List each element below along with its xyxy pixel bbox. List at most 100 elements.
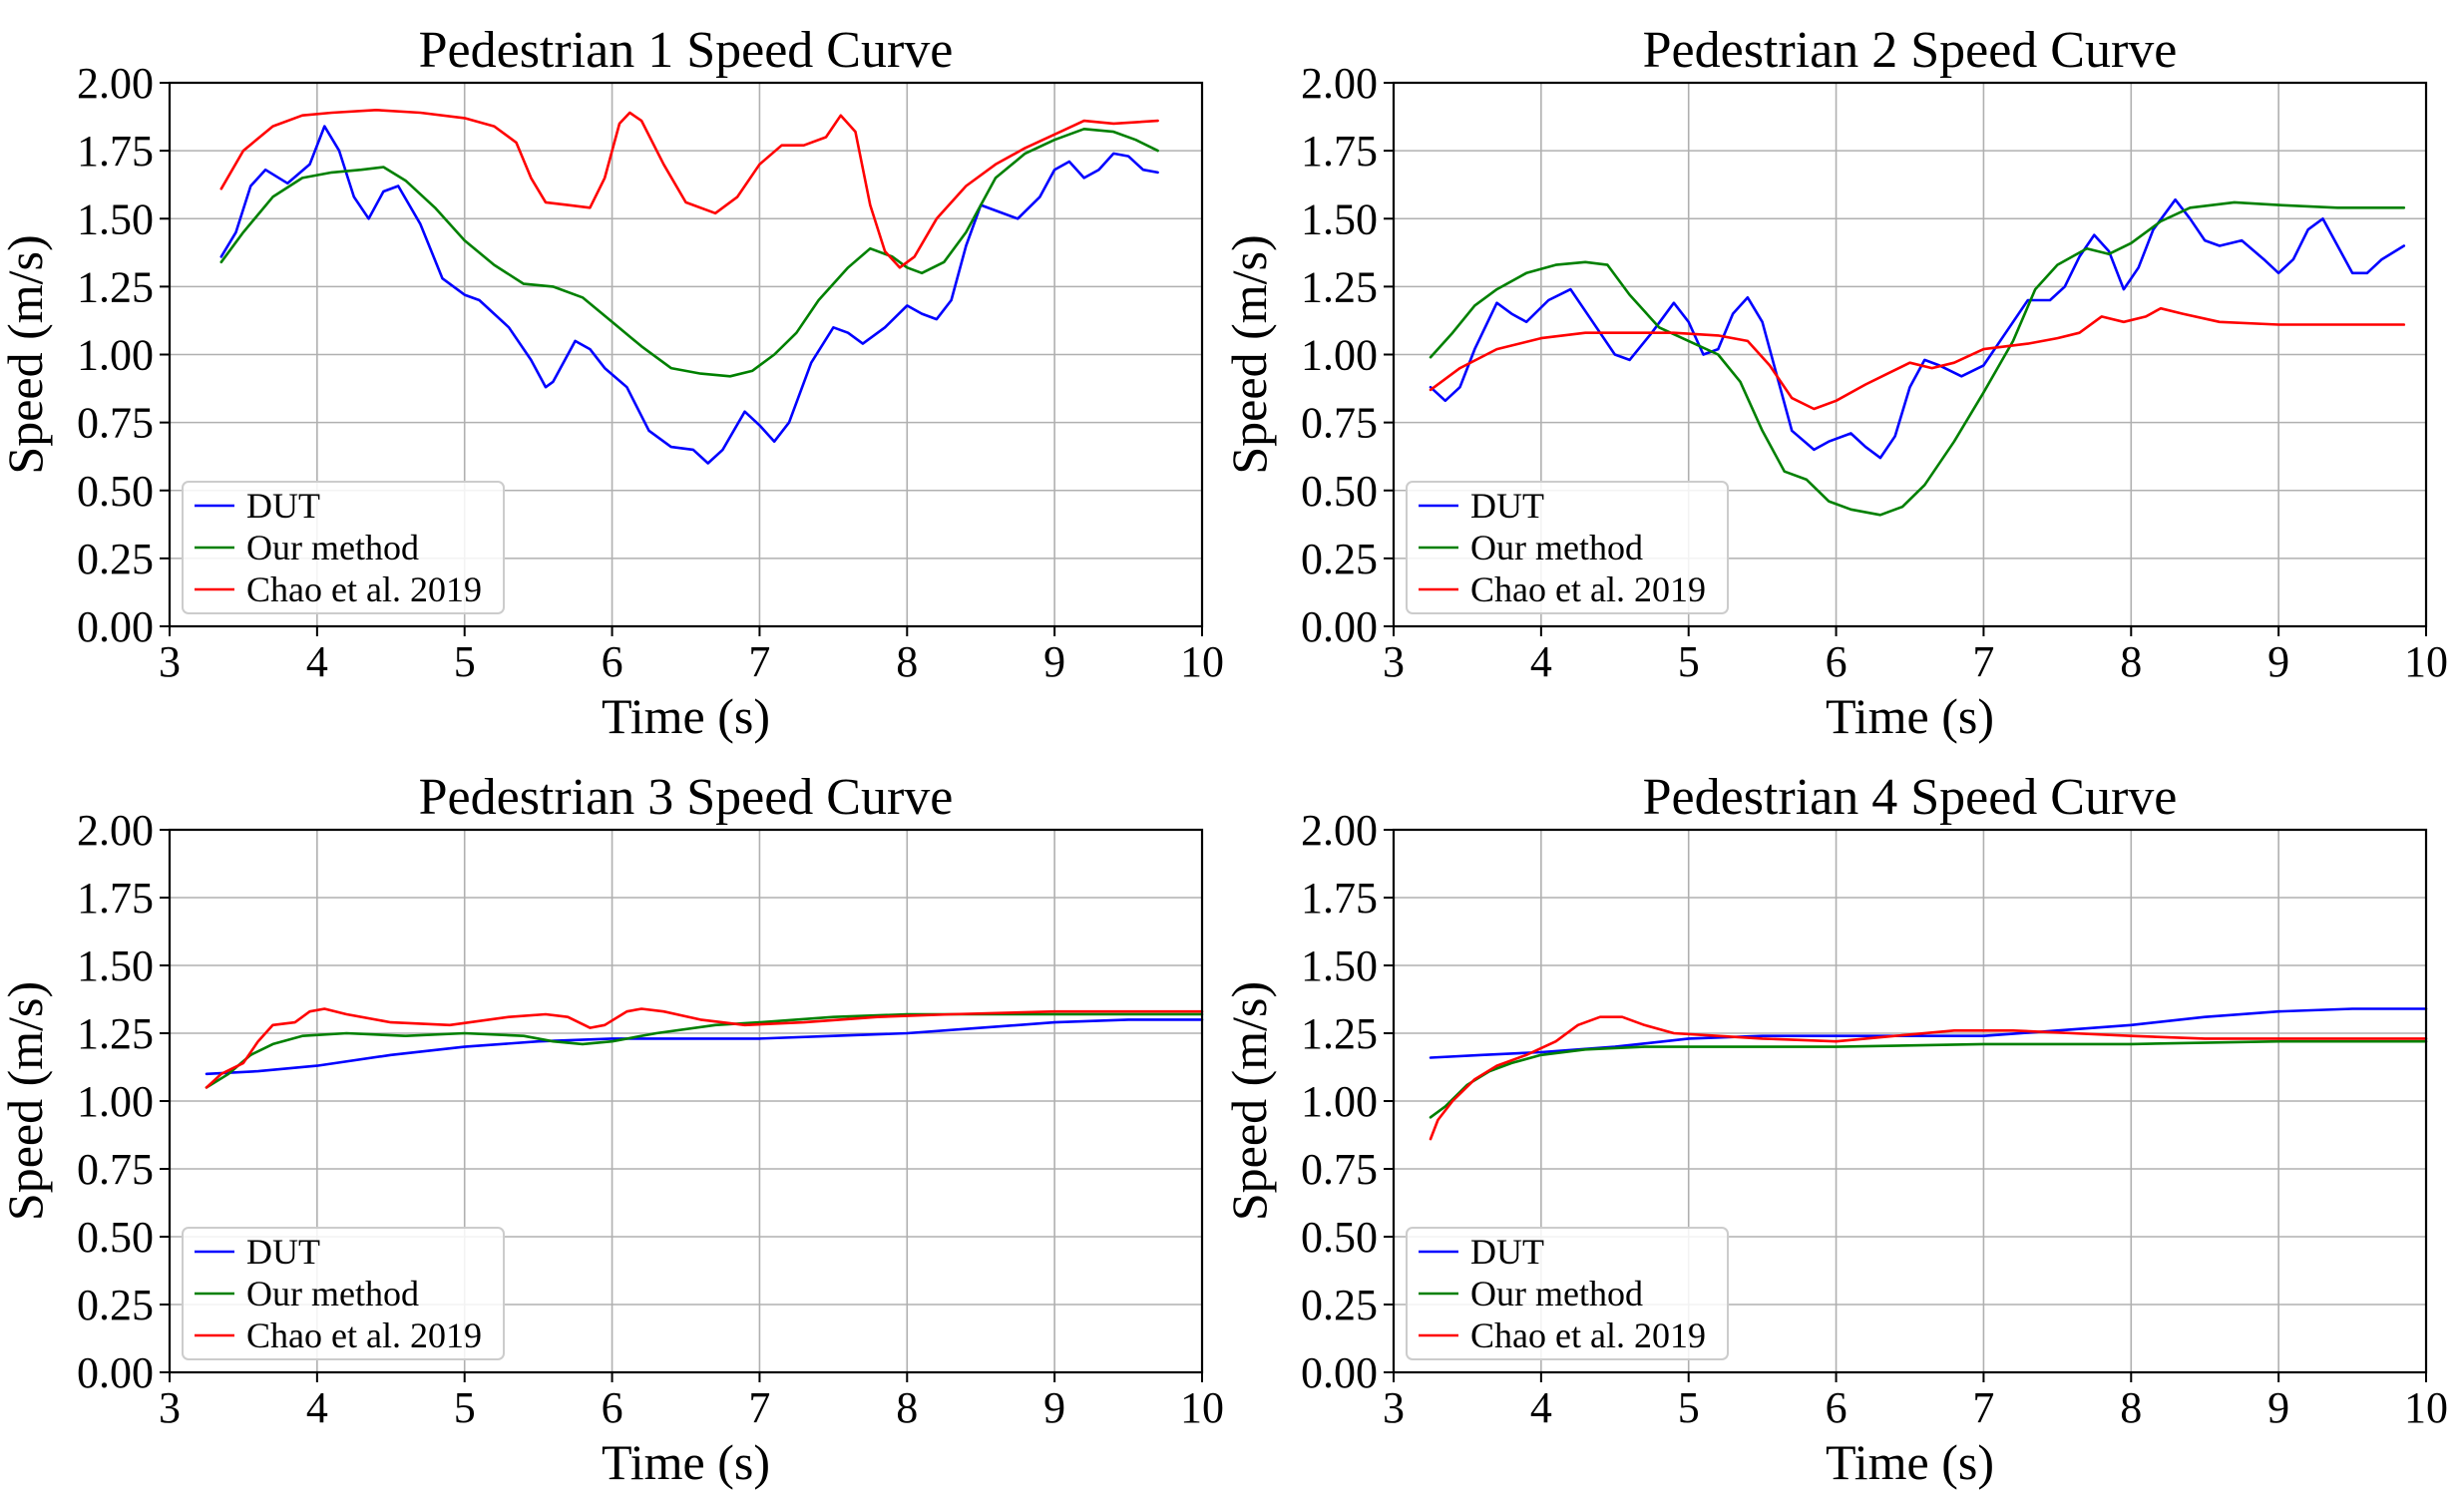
- y-tick-label: 0.25: [1301, 1281, 1378, 1329]
- legend-box: [1406, 481, 1729, 614]
- legend-label: Chao et al. 2019: [246, 1315, 482, 1355]
- legend-label: Our method: [1470, 528, 1643, 567]
- x-tick-label: 3: [159, 637, 181, 686]
- y-tick-label: 2.00: [77, 806, 154, 855]
- x-tick-label: 5: [1678, 637, 1700, 686]
- y-tick-label: 1.00: [1301, 1077, 1378, 1126]
- y-tick-label: 2.00: [77, 59, 154, 108]
- y-tick-label: 0.50: [1301, 1213, 1378, 1262]
- plot-frame: [168, 828, 1204, 1374]
- plot-frame: [168, 81, 1204, 628]
- y-tick-label: 0.75: [1301, 399, 1378, 448]
- x-tick-label: 4: [1530, 637, 1552, 686]
- y-axis-label: Speed (m/s): [1221, 234, 1277, 474]
- legend-label: Our method: [1470, 1274, 1643, 1313]
- x-tick-label: 8: [896, 637, 918, 686]
- x-tick-label: 9: [2267, 637, 2289, 686]
- series-line-dut: [219, 125, 1159, 465]
- chart-title: Pedestrian 1 Speed Curve: [419, 22, 954, 79]
- legend-box: [182, 1227, 505, 1360]
- y-tick-label: 1.25: [77, 1009, 154, 1058]
- x-tick-label: 5: [454, 1383, 476, 1432]
- y-axis-label: Speed (m/s): [1221, 981, 1277, 1221]
- series-line-our-method: [205, 1012, 1204, 1089]
- chart-pedestrian-4: 3 4 5 6 7 8 9 10 0.00 0.25 0.50 0.75 1.00 1.25 1.50 1.7…: [1221, 769, 2448, 1490]
- y-tick-label: 1.75: [77, 127, 154, 176]
- x-tick-label: 4: [306, 1383, 328, 1432]
- y-tick-label: 0.50: [1301, 467, 1378, 516]
- legend-box: [182, 481, 505, 614]
- x-tick-label: 8: [2120, 1383, 2142, 1432]
- series-line-dut: [1429, 197, 2406, 460]
- x-axis-label: Time (s): [602, 1434, 770, 1490]
- y-tick-label: 1.75: [77, 874, 154, 923]
- y-tick-label: 0.25: [1301, 535, 1378, 583]
- legend-label: Our method: [246, 1274, 419, 1313]
- y-axis-label: Speed (m/s): [0, 234, 53, 474]
- x-tick-label: 9: [1043, 637, 1065, 686]
- y-tick-label: 0.75: [77, 1145, 154, 1194]
- x-tick-label: 6: [602, 637, 623, 686]
- series-line-chao-et-al-2019: [219, 109, 1159, 269]
- x-tick-label: 4: [306, 637, 328, 686]
- legend-label: DUT: [1470, 486, 1544, 526]
- x-tick-label: 10: [1180, 637, 1224, 686]
- x-tick-label: 5: [454, 637, 476, 686]
- x-tick-label: 3: [159, 1383, 181, 1432]
- series-line-chao-et-al-2019: [205, 1007, 1204, 1089]
- y-tick-label: 2.00: [1301, 806, 1378, 855]
- y-tick-label: 1.75: [1301, 127, 1378, 176]
- series-line-our-method: [1429, 200, 2406, 517]
- chart-pedestrian-3: 3 4 5 6 7 8 9 10 0.00 0.25 0.50 0.75 1.00 1.25 1.50 1.7…: [0, 769, 1224, 1490]
- x-tick-label: 10: [1180, 1383, 1224, 1432]
- plot-frame: [1392, 828, 2428, 1374]
- legend-label: DUT: [1470, 1232, 1544, 1272]
- x-tick-label: 9: [1043, 1383, 1065, 1432]
- y-tick-label: 0.75: [1301, 1145, 1378, 1194]
- legend-box: [1406, 1227, 1729, 1360]
- x-tick-label: 10: [2404, 1383, 2448, 1432]
- x-axis-label: Time (s): [602, 688, 770, 744]
- x-tick-label: 7: [748, 1383, 770, 1432]
- y-tick-label: 1.75: [1301, 874, 1378, 923]
- x-axis-label: Time (s): [1826, 1434, 1994, 1490]
- series-line-dut: [1429, 1007, 2428, 1059]
- x-tick-label: 3: [1383, 637, 1405, 686]
- y-tick-label: 0.25: [77, 1281, 154, 1329]
- x-axis-label: Time (s): [1826, 688, 1994, 744]
- y-tick-label: 1.00: [1301, 331, 1378, 380]
- x-tick-label: 9: [2267, 1383, 2289, 1432]
- y-tick-label: 0.50: [77, 1213, 154, 1262]
- y-tick-label: 1.25: [77, 262, 154, 311]
- legend-label: DUT: [246, 1232, 320, 1272]
- x-tick-label: 6: [602, 1383, 623, 1432]
- x-tick-label: 6: [1826, 1383, 1848, 1432]
- series-line-dut: [205, 1018, 1204, 1076]
- y-tick-label: 1.50: [77, 194, 154, 243]
- x-tick-label: 10: [2404, 637, 2448, 686]
- y-tick-label: 1.25: [1301, 1009, 1378, 1058]
- legend-label: DUT: [246, 486, 320, 526]
- y-tick-label: 1.50: [77, 941, 154, 990]
- y-tick-label: 1.00: [77, 331, 154, 380]
- x-tick-label: 7: [1972, 1383, 1994, 1432]
- series-line-our-method: [219, 128, 1159, 378]
- x-tick-label: 3: [1383, 1383, 1405, 1432]
- chart-title: Pedestrian 2 Speed Curve: [1643, 22, 2178, 79]
- x-tick-label: 8: [896, 1383, 918, 1432]
- x-tick-label: 8: [2120, 637, 2142, 686]
- series-line-chao-et-al-2019: [1429, 306, 2406, 411]
- y-tick-label: 0.75: [77, 399, 154, 448]
- series-line-chao-et-al-2019: [1429, 1015, 2428, 1141]
- chart-title: Pedestrian 3 Speed Curve: [419, 769, 954, 826]
- series-line-our-method: [1429, 1039, 2428, 1119]
- y-tick-label: 1.25: [1301, 262, 1378, 311]
- y-tick-label: 0.25: [77, 535, 154, 583]
- y-tick-label: 0.00: [77, 602, 154, 651]
- y-tick-label: 0.00: [1301, 1348, 1378, 1397]
- x-tick-label: 5: [1678, 1383, 1700, 1432]
- y-tick-label: 2.00: [1301, 59, 1378, 108]
- chart-title: Pedestrian 4 Speed Curve: [1643, 769, 2178, 826]
